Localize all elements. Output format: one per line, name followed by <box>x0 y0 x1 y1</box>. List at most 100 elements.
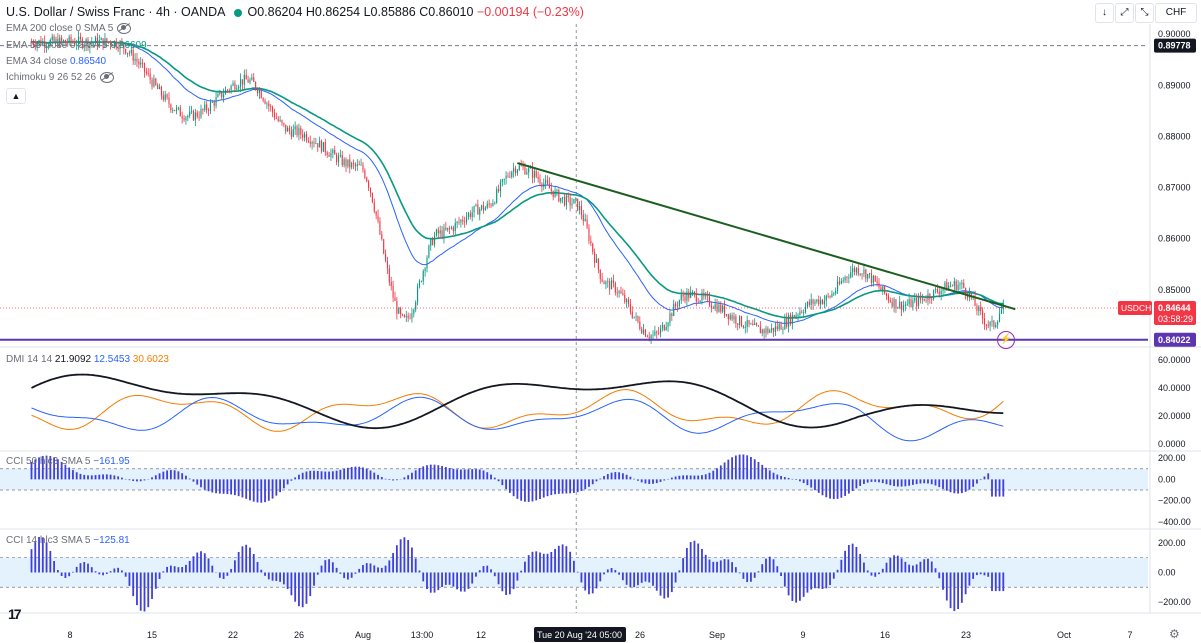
candle-body <box>304 133 306 138</box>
candle-body <box>187 115 189 118</box>
gear-icon[interactable]: ⚙ <box>1169 627 1180 641</box>
symbol-tag: USDCHF <box>1121 303 1156 313</box>
cci50-tick-label: −400.00 <box>1158 517 1191 527</box>
time-tick-label: 15 <box>147 630 157 640</box>
cci50-bar <box>991 479 993 497</box>
eye-hidden-icon[interactable] <box>100 72 115 83</box>
candle-body <box>993 320 995 327</box>
cci14-bar <box>411 547 413 573</box>
cci14-bar <box>768 556 771 573</box>
cci14-bar <box>395 545 398 573</box>
cci50-bar <box>618 472 620 480</box>
candle-body <box>153 78 155 87</box>
symbol-legend[interactable]: U.S. Dollar / Swiss Franc · 4h · OANDA O0… <box>6 5 584 19</box>
cci14-bar <box>859 553 862 573</box>
cci50-bar <box>855 479 858 489</box>
cci14-bar <box>844 550 846 573</box>
cci14-bar <box>136 572 138 606</box>
time-tick-label: Oct <box>1057 630 1072 640</box>
cci14-legend[interactable]: CCI 14 hlc3 SMA 5 −125.81 <box>6 535 130 546</box>
candle-body <box>914 298 916 301</box>
candle-body <box>763 329 765 334</box>
cci50-bar <box>964 479 967 492</box>
cci50-bar <box>305 471 308 480</box>
cci14-bar <box>814 572 816 589</box>
cci14-bar <box>682 558 685 573</box>
cci14-bar <box>836 569 839 573</box>
candle-body <box>857 268 859 275</box>
cci50-bar <box>109 474 112 480</box>
cci50-legend[interactable]: CCI 50 hlc3 SMA 5 −161.95 <box>6 456 130 467</box>
cci14-bar <box>392 552 394 573</box>
candle-body <box>831 293 833 298</box>
ema55-legend[interactable]: EMA 55 close 0 SMA 5 0.86609 <box>6 40 147 51</box>
cci14-bar <box>30 549 33 573</box>
cci50-bar <box>497 479 500 482</box>
candle-body <box>837 281 839 291</box>
cci14-bar <box>516 572 519 581</box>
candle-body <box>891 301 893 307</box>
dmi-tick-label: 20.0000 <box>1158 411 1191 421</box>
currency-button[interactable]: CHF <box>1155 3 1197 23</box>
candle-body <box>895 299 897 309</box>
ema34-legend[interactable]: EMA 34 close 0.86540 <box>6 56 106 67</box>
cci14-bar <box>942 572 944 590</box>
cci14-bar <box>546 553 549 573</box>
candle-body <box>605 281 607 285</box>
cci50-bar <box>471 469 474 480</box>
candle-body <box>671 313 673 317</box>
cci14-bar <box>900 558 903 573</box>
ichimoku-legend[interactable]: Ichimoku 9 26 52 26 <box>6 72 115 83</box>
candle-body <box>740 316 743 327</box>
cci14-bar <box>727 559 730 573</box>
cci50-bar <box>832 479 835 500</box>
collapse-legend-icon[interactable]: ▲ <box>6 88 26 104</box>
candle-body <box>102 38 104 47</box>
cci50-bar <box>437 465 440 480</box>
candle-body <box>87 39 89 48</box>
cci14-bar <box>298 572 300 607</box>
ema200-legend[interactable]: EMA 200 close 0 SMA 5 <box>6 23 132 34</box>
cci50-bar <box>501 479 504 486</box>
cci14-bar <box>490 569 492 573</box>
cci50-bar <box>275 479 278 496</box>
cci14-bar <box>143 572 146 612</box>
candle-body <box>234 83 236 90</box>
crosshair-date-label: Tue 20 Aug '24 05:00 <box>537 630 622 640</box>
eye-hidden-icon[interactable] <box>117 23 132 34</box>
cci50-bar <box>799 479 801 482</box>
candle-body <box>910 299 912 308</box>
candle-body <box>742 326 744 328</box>
candle-body <box>443 227 445 238</box>
candle-body <box>513 168 515 172</box>
cci50-bar <box>181 473 184 480</box>
candle-body <box>100 38 102 41</box>
scroll-down-icon[interactable]: ↓ <box>1095 3 1114 23</box>
cci14-bar <box>166 566 168 573</box>
tradingview-logo: 17 <box>8 606 22 622</box>
candle-body <box>136 58 138 62</box>
minimize-icon[interactable]: ⤡ <box>1135 3 1154 23</box>
symbol-title[interactable]: U.S. Dollar / Swiss Franc · 4h · OANDA <box>6 5 226 19</box>
cci14-bar <box>904 561 907 573</box>
cci50-bar <box>825 479 828 498</box>
cci50-bar <box>286 479 289 485</box>
candle-body <box>584 219 586 222</box>
cci50-bar <box>354 466 357 480</box>
candle-body <box>833 293 835 295</box>
maximize-icon[interactable]: ⤢ <box>1115 3 1134 23</box>
candle-body <box>151 79 153 87</box>
dmi-legend[interactable]: DMI 14 14 21.9092 12.5453 30.6023 <box>6 354 169 365</box>
cci50-bar <box>294 477 297 480</box>
candle-body <box>867 273 869 279</box>
candle-body <box>797 314 799 316</box>
cci50-bar <box>584 479 587 490</box>
candle-body <box>865 269 867 279</box>
lightning-icon[interactable]: ⚡ <box>997 331 1015 349</box>
cci14-bar <box>139 572 142 611</box>
candle-body <box>85 39 87 46</box>
candle-body <box>337 156 340 162</box>
candle-body <box>511 171 513 177</box>
cci50-bar <box>614 472 617 480</box>
